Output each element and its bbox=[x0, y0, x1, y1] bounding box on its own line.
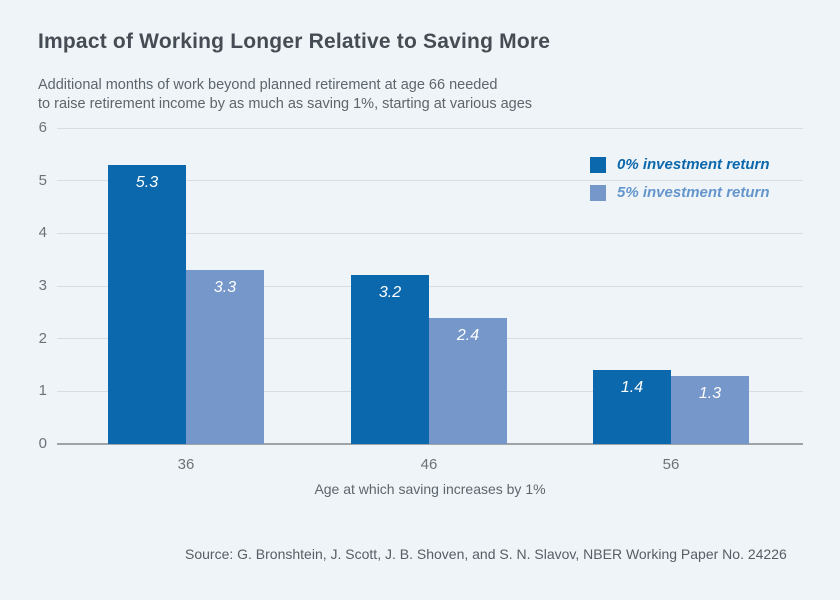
y-axis-tick: 0 bbox=[38, 435, 47, 452]
subtitle-line-2: to raise retirement income by as much as… bbox=[38, 96, 533, 112]
legend-swatch-5pct-icon bbox=[590, 184, 606, 201]
y-axis-tick: 1 bbox=[38, 382, 47, 400]
x-axis-tick: 46 bbox=[420, 456, 438, 473]
subtitle-line-1: Additional months of work beyond planned… bbox=[38, 77, 498, 93]
x-axis-tick: 36 bbox=[177, 456, 195, 473]
legend-label-0pct: 0% investment return bbox=[617, 156, 770, 173]
plot-area: 0 1 2 3 4 5 6 5.3 3.3 36 3.2 2.4 46 1.4 1.3 56 bbox=[39, 119, 803, 473]
bar-5%-age-46: 2.4 bbox=[429, 317, 507, 444]
legend-item-5pct: 5% investment return bbox=[590, 184, 770, 201]
bar-5%-age-56: 1.3 bbox=[671, 375, 749, 444]
bar-value-label: 5.3 bbox=[135, 173, 159, 191]
bar-5%-age-36: 3.3 bbox=[186, 270, 264, 444]
bar-0%-age-46: 3.2 bbox=[351, 275, 429, 444]
source-note: Source: G. Bronshtein, J. Scott, J. B. S… bbox=[185, 546, 787, 562]
chart-subtitle: Additional months of work beyond planned… bbox=[38, 76, 532, 114]
bar-value-label: 3.3 bbox=[213, 279, 237, 297]
bar-value-label: 1.3 bbox=[698, 384, 722, 402]
bar-value-label: 1.4 bbox=[620, 379, 644, 397]
x-axis-title: Age at which saving increases by 1% bbox=[314, 481, 546, 497]
y-axis-tick: 6 bbox=[38, 119, 47, 136]
legend-swatch-0pct-icon bbox=[590, 156, 606, 173]
gridline bbox=[57, 180, 803, 182]
gridline bbox=[57, 232, 803, 234]
bar-0%-age-56: 1.4 bbox=[593, 370, 671, 444]
bar-0%-age-36: 5.3 bbox=[108, 164, 186, 444]
y-axis-tick: 2 bbox=[38, 329, 47, 347]
bar-value-label: 2.4 bbox=[456, 326, 480, 344]
legend-label-5pct: 5% investment return bbox=[617, 184, 770, 201]
y-axis-tick: 3 bbox=[38, 277, 47, 294]
gridline bbox=[57, 285, 803, 287]
x-axis-line bbox=[57, 443, 803, 445]
y-axis-tick: 5 bbox=[38, 171, 47, 189]
legend-item-0pct: 0% investment return bbox=[590, 156, 770, 173]
y-axis-tick: 4 bbox=[38, 224, 47, 242]
x-axis-tick: 56 bbox=[662, 456, 680, 473]
bar-value-label: 3.2 bbox=[378, 284, 402, 302]
legend: 0% investment return 5% investment retur… bbox=[590, 156, 770, 212]
page-title: Impact of Working Longer Relative to Sav… bbox=[38, 30, 551, 53]
gridline bbox=[57, 127, 803, 129]
